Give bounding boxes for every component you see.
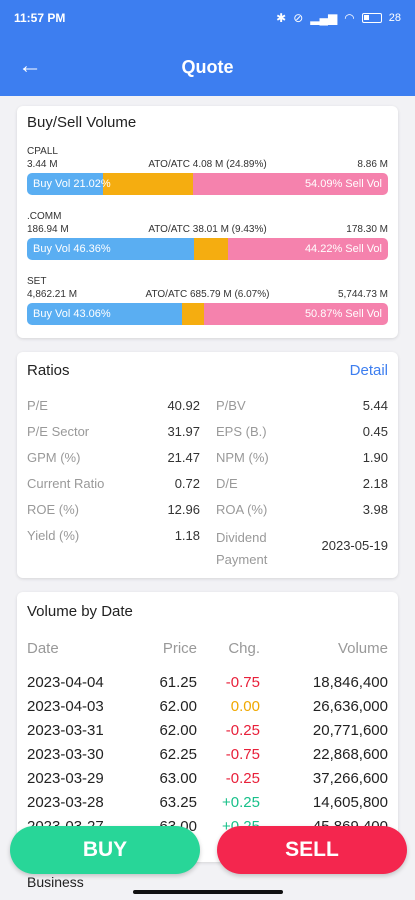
sell-volume-value: 178.30 M [346, 224, 388, 235]
buy-vol-label: Buy Vol 46.36% [33, 243, 111, 255]
sell-segment [204, 303, 388, 325]
ratio-value: 1.90 [362, 450, 388, 465]
ratio-value: 0.72 [174, 476, 200, 491]
buy-button[interactable]: BUY [10, 826, 200, 874]
header-date: Date [27, 640, 59, 657]
ratio-value: 0.45 [362, 424, 388, 439]
ratio-value: 2.18 [362, 476, 388, 491]
battery-level: 28 [388, 12, 401, 24]
home-indicator [133, 890, 283, 894]
volume-bar: Buy Vol 21.02% 54.09% Sell Vol [27, 173, 388, 195]
back-arrow-icon[interactable]: ← [18, 52, 42, 79]
status-bar: 11:57 PM ✱ ⊘ ▂▄▆ ◠ 28 [0, 0, 415, 36]
status-icons: ✱ ⊘ ▂▄▆ ◠ 28 [276, 11, 401, 25]
volume-by-date-card: Volume by Date Date Price Chg. Volume 20… [17, 592, 398, 862]
ratio-value: 40.92 [167, 398, 200, 413]
ratio-label: D/E [216, 476, 238, 491]
buy-vol-label: Buy Vol 43.06% [33, 308, 111, 320]
ratio-label: P/E Sector [27, 424, 90, 439]
volume-bar: Buy Vol 43.06% 50.87% Sell Vol [27, 303, 388, 325]
ato-segment [182, 303, 205, 325]
buy-segment [27, 173, 103, 195]
ratio-value: 3.98 [362, 502, 388, 517]
ato-segment [194, 238, 229, 260]
nav-row: ← Quote [0, 44, 415, 90]
battery-icon [361, 13, 382, 23]
volume-item-name: .COMM [27, 211, 62, 222]
header-price: Price [162, 640, 197, 657]
business-section-title: Business [27, 874, 84, 890]
ato-atc-value: ATO/ATC 685.79 M (6.07%) [145, 289, 270, 300]
buy-sell-volume-title: Buy/Sell Volume [27, 114, 137, 131]
volume-item-cpall[interactable]: CPALL 3.44 M ATO/ATC 4.08 M (24.89%) 8.8… [27, 146, 388, 195]
ratio-label: Yield (%) [27, 528, 80, 543]
sell-vol-label: 50.87% Sell Vol [304, 308, 382, 320]
ratio-label: EPS (B.) [216, 424, 267, 439]
detail-link[interactable]: Detail [349, 362, 388, 379]
ratio-label: P/BV [216, 398, 246, 413]
volume-item-set[interactable]: SET 4,862.21 M ATO/ATC 685.79 M (6.07%) … [27, 276, 388, 325]
ratio-value: 1.18 [174, 528, 200, 543]
status-time: 11:57 PM [14, 11, 66, 25]
ratio-value: 21.47 [167, 450, 200, 465]
sell-volume-value: 8.86 M [357, 159, 388, 170]
ratio-value: 5.44 [362, 398, 388, 413]
ratios-card: Ratios Detail P/E 40.92 P/BV 5.44 P/E Se… [17, 352, 398, 578]
volume-bar: Buy Vol 46.36% 44.22% Sell Vol [27, 238, 388, 260]
volume-item-name: SET [27, 276, 47, 287]
signal-icon: ▂▄▆ [310, 11, 338, 25]
ato-atc-value: ATO/ATC 38.01 M (9.43%) [148, 224, 267, 235]
buy-volume-value: 186.94 M [27, 224, 69, 235]
sell-button[interactable]: SELL [217, 826, 407, 874]
ratio-row: Yield (%) 1.18 Dividend Payment 2023-05-… [27, 528, 388, 572]
ratio-label: P/E [27, 398, 48, 413]
volume-item-comm[interactable]: .COMM 186.94 M ATO/ATC 38.01 M (9.43%) 1… [27, 211, 388, 260]
header-chg: Chg. [228, 640, 260, 657]
ratio-label: NPM (%) [216, 450, 269, 465]
sell-volume-value: 5,744.73 M [337, 289, 388, 300]
app-bar: 11:57 PM ✱ ⊘ ▂▄▆ ◠ 28 ← Quote [0, 0, 415, 96]
ratio-label: Current Ratio [27, 476, 105, 491]
ratio-label: ROE (%) [27, 502, 79, 517]
buy-segment [27, 303, 183, 325]
ratio-label: Dividend Payment [216, 530, 268, 567]
ratio-label: GPM (%) [27, 450, 81, 465]
ratio-value: 31.97 [167, 424, 200, 439]
wifi-icon: ◠ [344, 11, 355, 25]
bluetooth-icon: ✱ [276, 11, 287, 25]
ratios-title: Ratios [27, 362, 70, 379]
header-volume: Volume [337, 640, 388, 657]
sell-segment [228, 238, 388, 260]
volume-item-name: CPALL [27, 146, 58, 157]
ratio-value: 2023-05-19 [321, 538, 389, 553]
buy-volume-value: 3.44 M [27, 159, 58, 170]
buy-vol-label: Buy Vol 21.02% [33, 178, 111, 190]
sell-segment [192, 173, 388, 195]
ratio-label: ROA (%) [216, 502, 268, 517]
buy-sell-volume-card: Buy/Sell Volume CPALL 3.44 M ATO/ATC 4.0… [17, 106, 398, 338]
ratio-value: 12.96 [167, 502, 200, 517]
page-title: Quote [181, 56, 234, 77]
ato-segment [102, 173, 193, 195]
sell-vol-label: 44.22% Sell Vol [304, 243, 382, 255]
dnd-icon: ⊘ [293, 11, 304, 25]
volume-by-date-title: Volume by Date [27, 603, 133, 620]
buy-segment [27, 238, 195, 260]
sell-vol-label: 54.09% Sell Vol [304, 178, 382, 190]
ato-atc-value: ATO/ATC 4.08 M (24.89%) [148, 159, 267, 170]
buy-volume-value: 4,862.21 M [27, 289, 78, 300]
